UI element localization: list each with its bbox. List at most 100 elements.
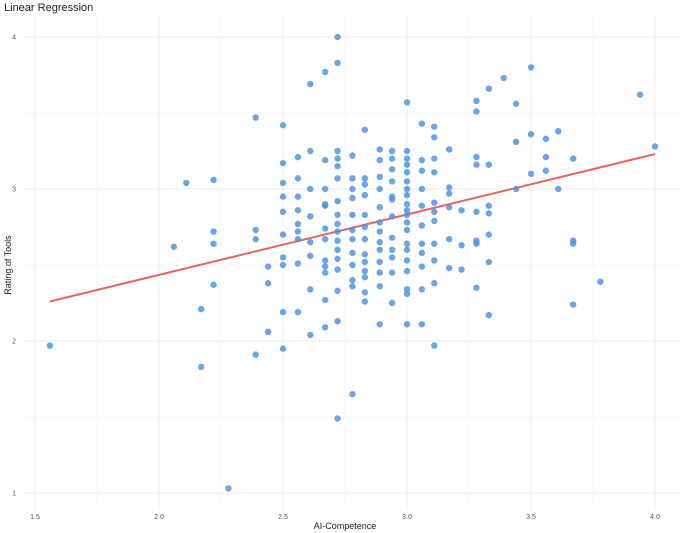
data-point	[418, 249, 426, 257]
data-point	[294, 220, 302, 228]
data-point	[473, 208, 480, 215]
data-point	[458, 207, 465, 214]
data-point	[294, 260, 302, 267]
data-point	[294, 175, 302, 182]
data-point	[555, 185, 562, 193]
data-point	[418, 222, 426, 229]
data-point	[349, 194, 356, 202]
x-tick-label: 2.0	[154, 514, 164, 521]
data-point	[307, 147, 314, 155]
data-point	[334, 211, 341, 219]
data-point	[418, 156, 426, 164]
data-point	[597, 278, 604, 285]
data-point	[388, 155, 396, 162]
data-point	[376, 185, 383, 193]
data-point	[403, 267, 411, 275]
data-point	[294, 207, 302, 214]
data-point	[349, 277, 356, 284]
data-point	[542, 167, 550, 174]
data-point	[252, 235, 259, 243]
data-point	[512, 100, 520, 108]
data-point	[445, 184, 453, 191]
data-point	[388, 166, 396, 173]
data-point	[403, 257, 411, 264]
data-point	[321, 263, 329, 270]
data-point	[418, 120, 426, 127]
data-point	[321, 296, 329, 304]
data-point	[252, 351, 259, 358]
data-point	[445, 235, 453, 243]
x-tick-label: 3.0	[402, 514, 412, 521]
data-point	[361, 289, 369, 296]
data-point	[361, 235, 369, 243]
data-point	[485, 202, 493, 209]
data-point	[334, 59, 341, 67]
data-point	[361, 181, 369, 188]
data-point	[431, 257, 438, 264]
data-point	[361, 298, 369, 305]
y-tick-label: 1	[12, 491, 16, 498]
data-point	[403, 219, 411, 226]
data-point	[321, 257, 329, 264]
data-point	[225, 485, 232, 492]
data-point	[361, 211, 369, 219]
data-point	[376, 321, 383, 328]
data-point	[334, 197, 341, 205]
data-point	[527, 131, 535, 138]
data-point	[376, 239, 383, 246]
data-point	[418, 321, 426, 328]
data-point	[279, 231, 287, 238]
data-point	[279, 121, 287, 129]
data-point	[361, 267, 369, 275]
data-point	[431, 217, 438, 225]
data-point	[321, 324, 329, 331]
data-point	[403, 246, 411, 253]
y-tick-label: 3	[12, 187, 16, 194]
data-point	[349, 175, 356, 182]
data-point	[542, 153, 550, 161]
data-point	[361, 251, 369, 258]
data-point	[321, 225, 329, 232]
x-tick-label: 4.0	[650, 514, 660, 521]
data-point	[388, 254, 396, 261]
data-point	[388, 299, 396, 307]
data-point	[473, 237, 480, 244]
data-point	[349, 261, 356, 269]
data-point	[431, 123, 438, 130]
data-point	[376, 173, 383, 181]
data-point	[485, 258, 493, 266]
data-point	[334, 266, 341, 273]
data-point	[403, 155, 411, 162]
data-point	[403, 321, 411, 328]
data-point	[388, 147, 396, 155]
data-point	[349, 391, 356, 398]
data-point	[376, 204, 383, 211]
data-point	[555, 128, 562, 135]
data-point	[473, 153, 480, 161]
data-point	[431, 208, 438, 215]
data-point	[418, 286, 426, 293]
data-point	[361, 175, 369, 182]
data-point	[321, 269, 329, 276]
data-point	[527, 170, 535, 177]
data-point	[334, 318, 341, 325]
x-tick-label: 1.5	[30, 514, 40, 521]
data-point	[431, 169, 438, 176]
data-point	[485, 311, 493, 319]
data-point	[349, 249, 356, 257]
data-point	[403, 286, 411, 293]
chart-title: Linear Regression	[4, 2, 93, 14]
data-point	[334, 33, 341, 41]
data-point	[376, 246, 383, 253]
data-point	[403, 147, 411, 155]
data-point	[252, 226, 259, 234]
y-tick-label: 4	[12, 35, 16, 42]
data-point	[418, 240, 426, 247]
data-point	[264, 280, 272, 287]
data-point	[376, 269, 383, 276]
data-point	[361, 273, 369, 281]
data-point	[485, 231, 493, 238]
data-point	[279, 254, 287, 261]
data-point	[307, 213, 314, 220]
data-point	[321, 235, 329, 243]
